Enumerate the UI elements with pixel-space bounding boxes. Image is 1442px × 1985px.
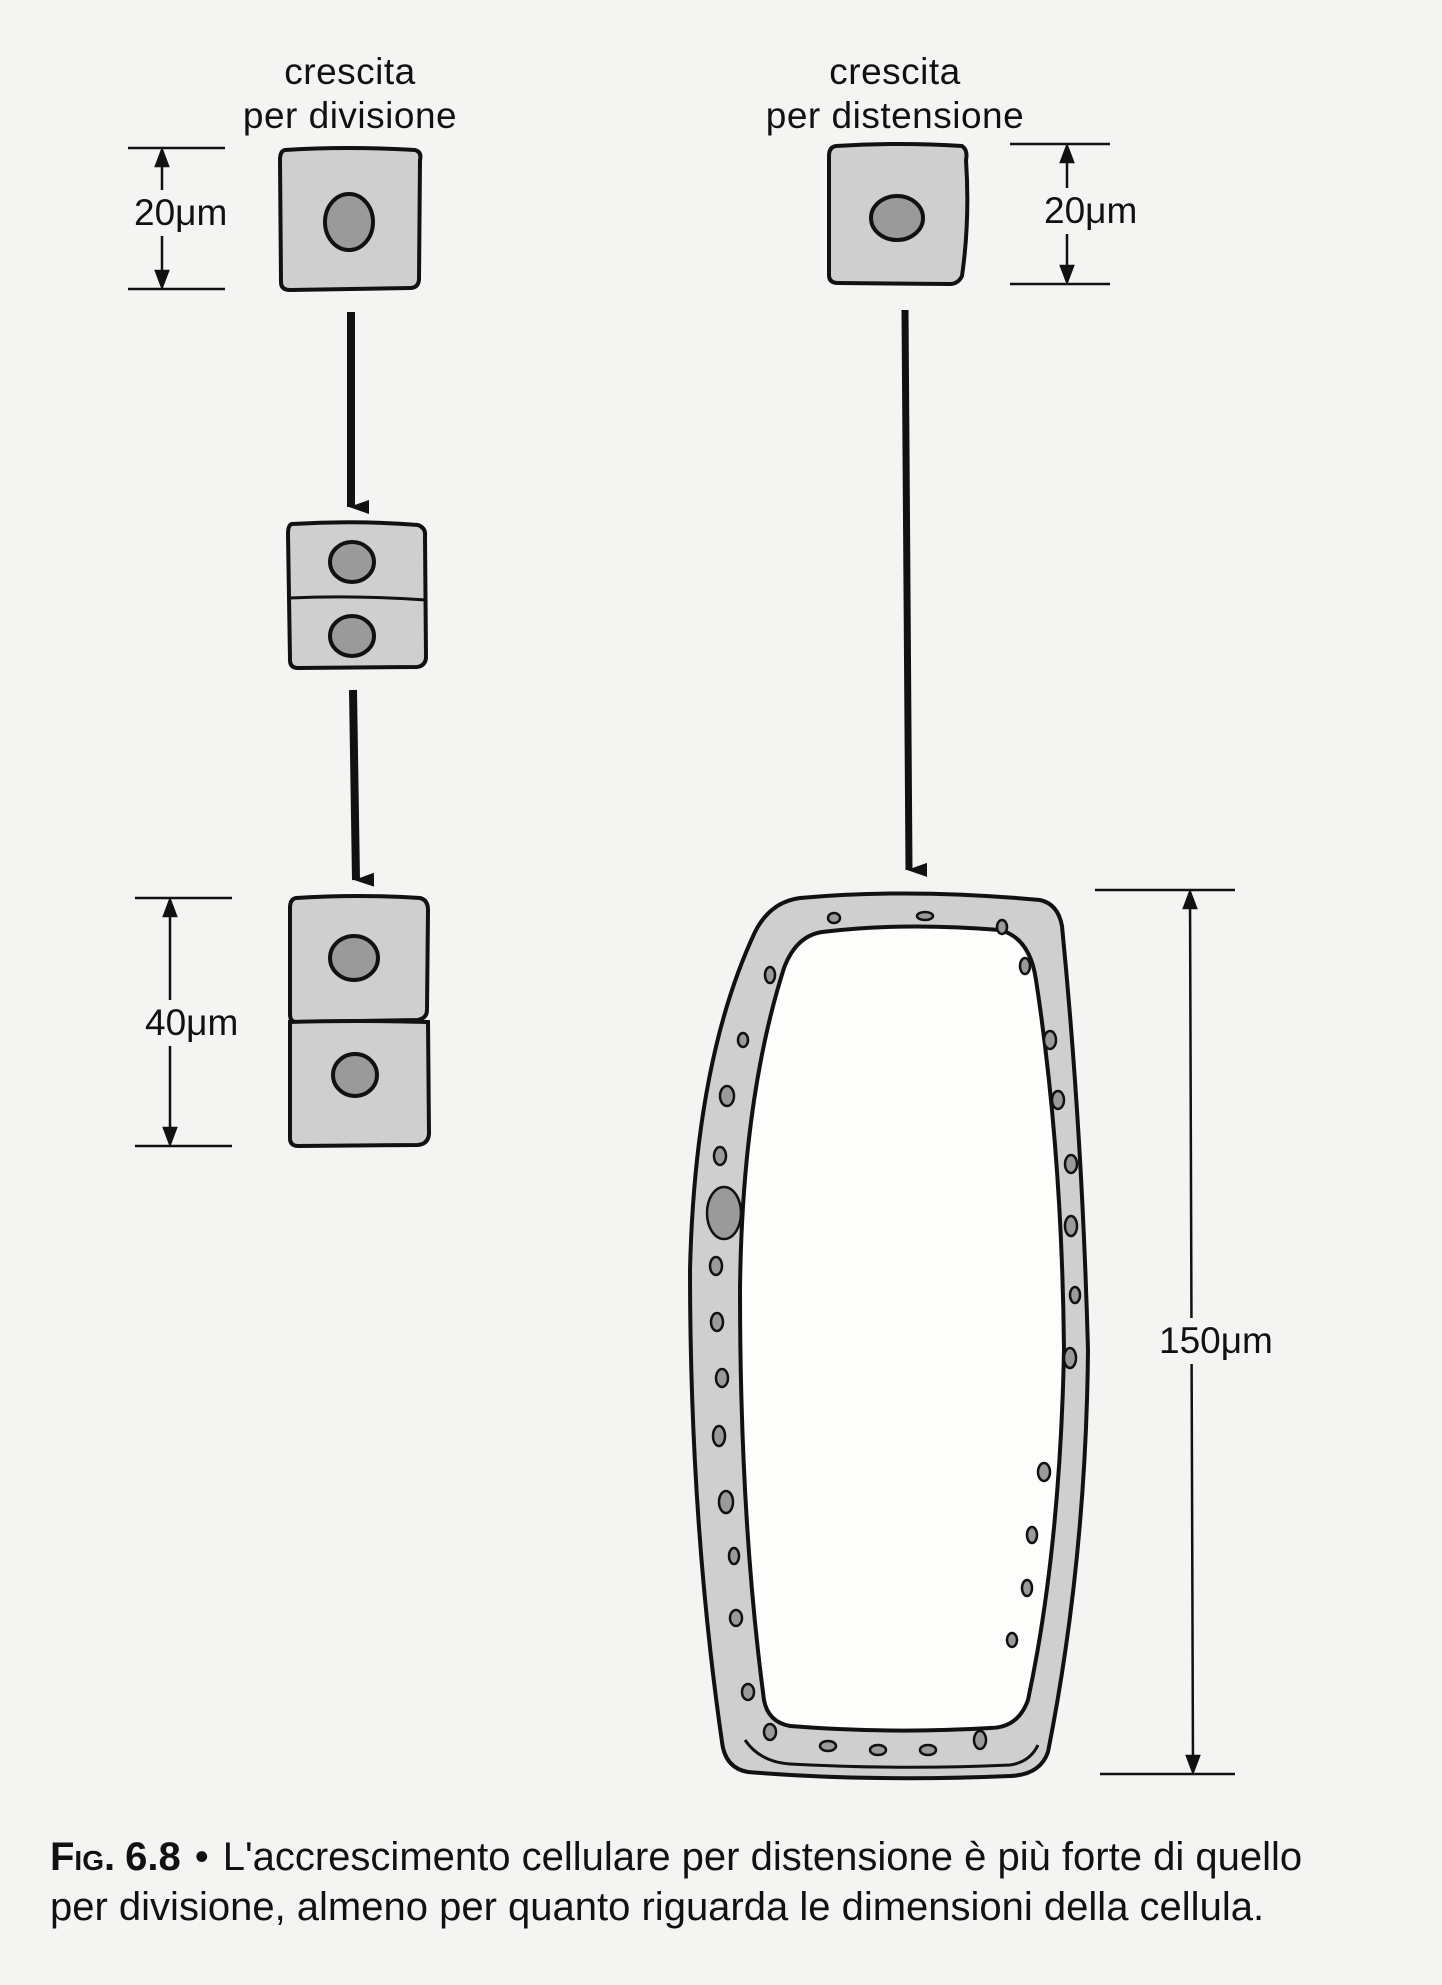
caption-bullet: • xyxy=(194,1835,209,1879)
distension-cell-start xyxy=(827,142,970,287)
organelles xyxy=(705,910,1082,1757)
header-distension: crescita per distensione xyxy=(735,50,1055,138)
nucleus xyxy=(331,1052,379,1098)
nucleus xyxy=(869,194,925,242)
header-distension-line2: per distensione xyxy=(765,95,1025,136)
distension-arrow xyxy=(901,309,928,877)
nucleus xyxy=(328,934,380,982)
division-cell-start xyxy=(277,146,423,293)
distension-column xyxy=(687,142,1235,1781)
distension-cell-end xyxy=(687,891,1091,1781)
label-distension-end: 150μm xyxy=(1155,1318,1277,1364)
division-arrow-2 xyxy=(349,689,375,887)
label-distension-start: 20μm xyxy=(1040,188,1142,234)
division-cell-dividing xyxy=(285,520,429,671)
label-division-end: 40μm xyxy=(141,1000,243,1046)
header-division: crescita per divisione xyxy=(210,50,490,138)
caption-number: 6.8 xyxy=(125,1835,181,1879)
caption-text-line1: L'accrescimento cellulare per distension… xyxy=(222,1835,1303,1879)
nucleus xyxy=(328,540,376,584)
division-cell-end xyxy=(288,894,432,1149)
header-division-line2: per divisione xyxy=(242,95,458,136)
header-distension-line1: crescita xyxy=(829,51,961,92)
label-division-start: 20μm xyxy=(130,190,232,236)
dimension-40um xyxy=(135,896,232,1148)
nucleus xyxy=(323,192,375,252)
caption-text-line2: per divisione, almeno per quanto riguard… xyxy=(50,1885,1265,1929)
nucleus xyxy=(328,614,376,658)
caption-label: Fig. xyxy=(50,1835,116,1879)
division-column xyxy=(128,146,432,1149)
figure-caption: Fig. 6.8 • L'accrescimento cellulare per di… xyxy=(50,1832,1410,1932)
header-division-line1: crescita xyxy=(284,51,416,92)
